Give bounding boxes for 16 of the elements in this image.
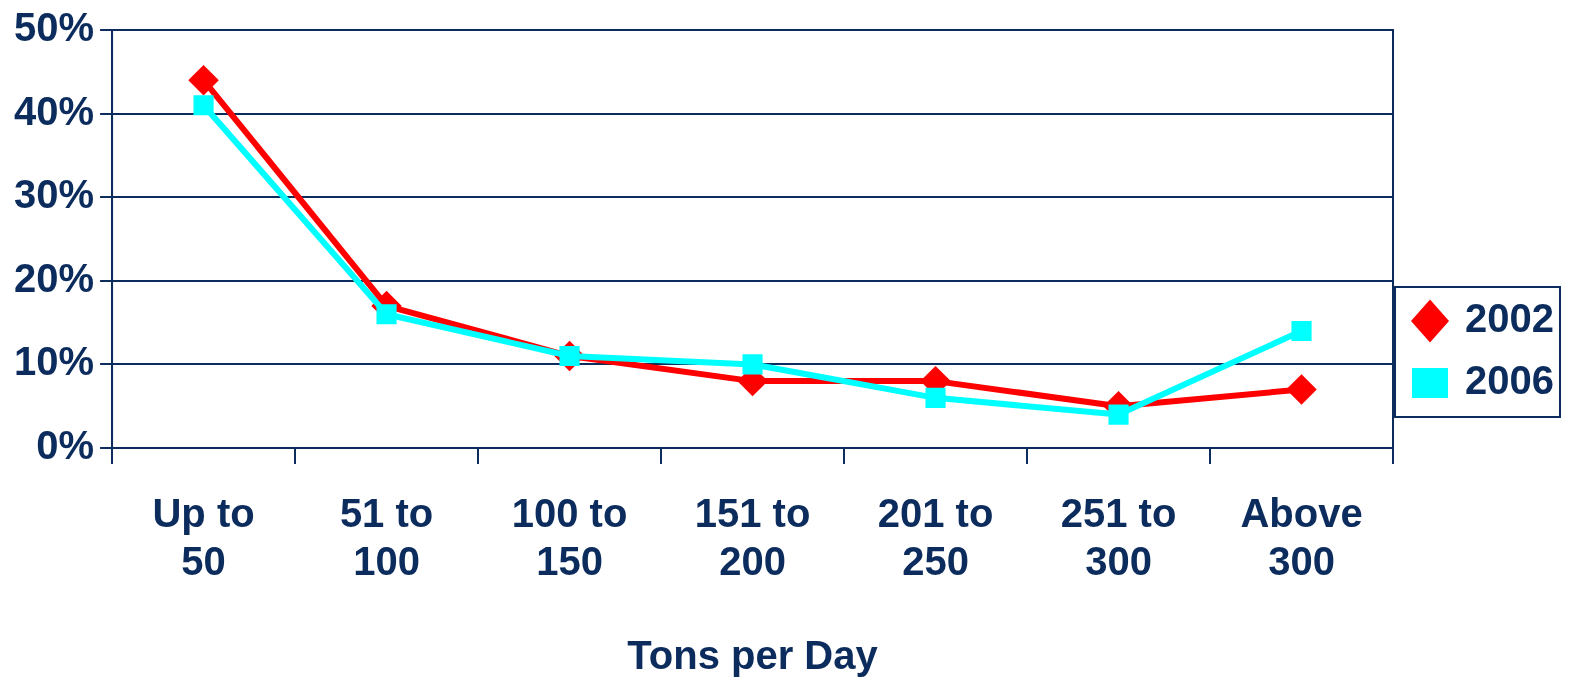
x-tick-label: Up to 50 bbox=[152, 491, 255, 584]
y-tick-label: 50% bbox=[14, 5, 95, 50]
x-axis-title: Tons per Day bbox=[627, 633, 879, 678]
y-tick-label: 10% bbox=[14, 339, 95, 384]
legend-label: 2006 bbox=[1465, 358, 1554, 403]
x-tick-label: 251 to 300 bbox=[1060, 491, 1177, 584]
legend-label: 2002 bbox=[1465, 296, 1554, 341]
x-tick-label: 201 to 250 bbox=[877, 491, 994, 584]
y-tick-label: 40% bbox=[14, 88, 95, 133]
y-tick-label: 20% bbox=[14, 255, 95, 300]
y-tick-label: 0% bbox=[36, 423, 95, 468]
x-tick-label: 100 to 150 bbox=[511, 491, 628, 584]
y-tick-label: 30% bbox=[14, 172, 95, 217]
x-tick-label: 51 to 100 bbox=[339, 491, 434, 584]
x-tick-label: Above 300 bbox=[1240, 491, 1363, 584]
x-tick-label: 151 to 200 bbox=[694, 491, 811, 584]
